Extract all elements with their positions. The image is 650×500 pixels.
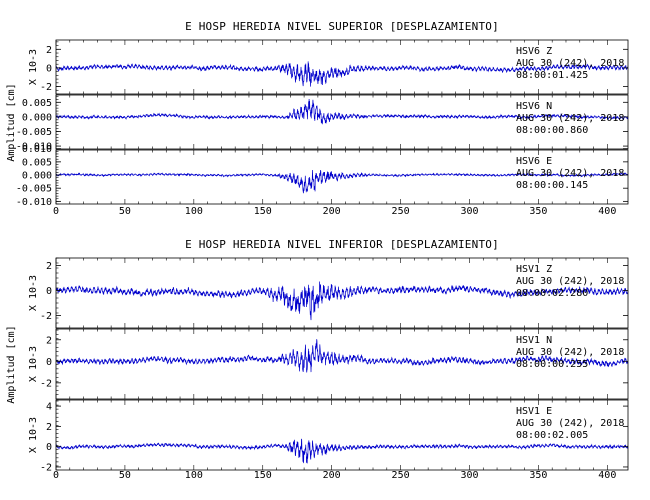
time-label: 08:00:02.280: [516, 288, 588, 299]
y-scale-label: X 10-3: [28, 346, 39, 382]
y-tick-label: 2: [46, 45, 52, 56]
x-tick-label: 50: [119, 206, 131, 217]
x-tick-label: 300: [460, 206, 478, 217]
y-tick-label: 0.005: [22, 157, 52, 168]
y-tick-label: 0.000: [22, 171, 52, 182]
trace-hsv6-e: [56, 170, 628, 194]
station-label: HSV6 Z: [516, 46, 552, 57]
panel-frame: [55, 39, 629, 95]
date-label: AUG 30 (242), 2018: [516, 168, 624, 179]
y-tick-label: 0: [46, 63, 52, 74]
y-scale-label: X 10-3: [28, 275, 39, 311]
x-tick-label: 400: [598, 470, 616, 481]
time-label: 08:00:00.860: [516, 125, 588, 136]
x-tick-label: 150: [254, 206, 272, 217]
y-tick-label: -0.005: [16, 127, 52, 138]
y-tick-label: -0.010: [16, 142, 52, 153]
trace-hsv1-n: [56, 339, 628, 373]
station-label: HSV1 N: [516, 335, 552, 346]
y-tick-label: -2: [40, 462, 52, 473]
station-label: HSV1 E: [516, 406, 552, 417]
x-tick-label: 250: [392, 206, 410, 217]
y-tick-label: 2: [46, 261, 52, 272]
x-tick-label: 150: [254, 470, 272, 481]
date-label: AUG 30 (242), 2018: [516, 418, 624, 429]
time-label: 08:00:02.005: [516, 430, 588, 441]
y-tick-label: -2: [40, 378, 52, 389]
figure-title: E HOSP HEREDIA NIVEL SUPERIOR [DESPLAZAM…: [185, 20, 499, 33]
x-tick-label: 300: [460, 470, 478, 481]
x-tick-label: 100: [185, 206, 203, 217]
y-tick-label: 0.005: [22, 98, 52, 109]
y-tick-label: -0.010: [16, 197, 52, 208]
y-tick-label: -2: [40, 82, 52, 93]
y-tick-label: 2: [46, 335, 52, 346]
trace-hsv6-z: [56, 61, 628, 87]
panel-frame: [55, 328, 629, 400]
panel-frame: [55, 149, 629, 205]
y-tick-label: -0.005: [16, 184, 52, 195]
y-tick-label: 0: [46, 286, 52, 297]
station-label: HSV1 Z: [516, 264, 552, 275]
y-scale-label: X 10-3: [28, 417, 39, 453]
time-label: 08:00:00.145: [516, 180, 588, 191]
station-label: HSV6 N: [516, 101, 552, 112]
y-tick-label: 2: [46, 422, 52, 433]
date-label: AUG 30 (242), 2018: [516, 276, 624, 287]
time-label: 08:00:01.425: [516, 70, 588, 81]
y-tick-label: 0.010: [22, 144, 52, 155]
trace-hsv1-e: [56, 438, 628, 464]
figure-title: E HOSP HEREDIA NIVEL INFERIOR [DESPLAZAM…: [185, 238, 499, 251]
y-tick-label: 0: [46, 357, 52, 368]
x-tick-label: 400: [598, 206, 616, 217]
x-tick-label: 0: [53, 206, 59, 217]
figure-2: E HOSP HEREDIA NIVEL INFERIOR [DESPLAZAM…: [6, 238, 629, 481]
x-tick-label: 100: [185, 470, 203, 481]
panel-frame: [55, 94, 629, 150]
date-label: AUG 30 (242), 2018: [516, 113, 624, 124]
y-tick-label: 4: [46, 402, 52, 413]
x-tick-label: 0: [53, 470, 59, 481]
date-label: AUG 30 (242), 2018: [516, 347, 624, 358]
x-tick-label: 350: [529, 470, 547, 481]
trace-hsv6-n: [56, 99, 628, 125]
x-tick-label: 200: [323, 206, 341, 217]
trace-hsv1-z: [56, 281, 628, 321]
y-tick-label: -2: [40, 311, 52, 322]
y-tick-label: 0.000: [22, 112, 52, 123]
x-tick-label: 50: [119, 470, 131, 481]
y-tick-label: 0: [46, 442, 52, 453]
figure-1: E HOSP HEREDIA NIVEL SUPERIOR [DESPLAZAM…: [6, 20, 629, 217]
x-tick-label: 250: [392, 470, 410, 481]
y-scale-label: X 10-3: [28, 49, 39, 85]
panel-frame: [55, 399, 629, 471]
x-tick-label: 350: [529, 206, 547, 217]
station-label: HSV6 E: [516, 156, 552, 167]
x-tick-label: 200: [323, 470, 341, 481]
y-axis-label: Amplitud [cm]: [6, 325, 17, 403]
time-label: 08:00:00.255: [516, 359, 588, 370]
date-label: AUG 30 (242), 2018: [516, 58, 624, 69]
y-axis-label: Amplitud [cm]: [6, 83, 17, 161]
